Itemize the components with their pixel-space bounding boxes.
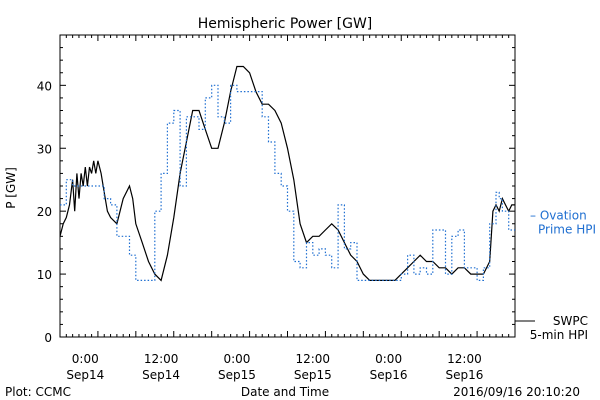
swpc-label-line2: 5-min HPI <box>530 328 588 342</box>
ovation-prime-series-line <box>60 84 515 281</box>
swpc-series-line <box>59 65 515 282</box>
y-tick-label: 40 <box>37 79 52 93</box>
x-tick-hour-label: 12:00 <box>144 352 179 366</box>
x-tick-day-label: Sep14 <box>142 368 180 382</box>
x-tick-hour-label: 12:00 <box>295 352 330 366</box>
chart-title: Hemispheric Power [GW] <box>198 16 373 32</box>
x-tick-hour-label: 0:00 <box>375 352 402 366</box>
footer-source: Plot: CCMC <box>5 385 71 399</box>
x-tick-day-label: Sep14 <box>66 368 104 382</box>
x-tick-day-label: Sep15 <box>218 368 256 382</box>
y-tick-label: 10 <box>37 268 52 282</box>
y-tick-label: 30 <box>37 142 52 156</box>
y-tick-label: 20 <box>37 205 52 219</box>
x-tick-day-label: Sep16 <box>445 368 483 382</box>
ovation-label-line2: Prime HPI <box>538 222 596 236</box>
x-tick-hour-label: 12:00 <box>447 352 482 366</box>
footer-timestamp: 2016/09/16 20:10:20 <box>453 385 580 399</box>
x-tick-day-label: Sep15 <box>294 368 332 382</box>
x-axis-ticks: 0:00 Sep14 12:00 Sep14 0:00 Sep15 12:00 Sep15 0:… <box>59 35 516 382</box>
y-axis-label: P [GW] <box>4 167 18 209</box>
swpc-label-line1: SWPC <box>553 314 588 328</box>
y-tick-label: 0 <box>44 331 52 345</box>
y-axis-ticks: 0 10 20 30 40 <box>37 47 515 345</box>
ovation-label-line1: – Ovation <box>530 208 587 222</box>
x-tick-day-label: Sep16 <box>370 368 408 382</box>
series-lines <box>59 65 515 282</box>
x-tick-hour-label: 0:00 <box>223 352 250 366</box>
x-tick-hour-label: 0:00 <box>72 352 99 366</box>
x-axis-label: Date and Time <box>241 385 329 399</box>
